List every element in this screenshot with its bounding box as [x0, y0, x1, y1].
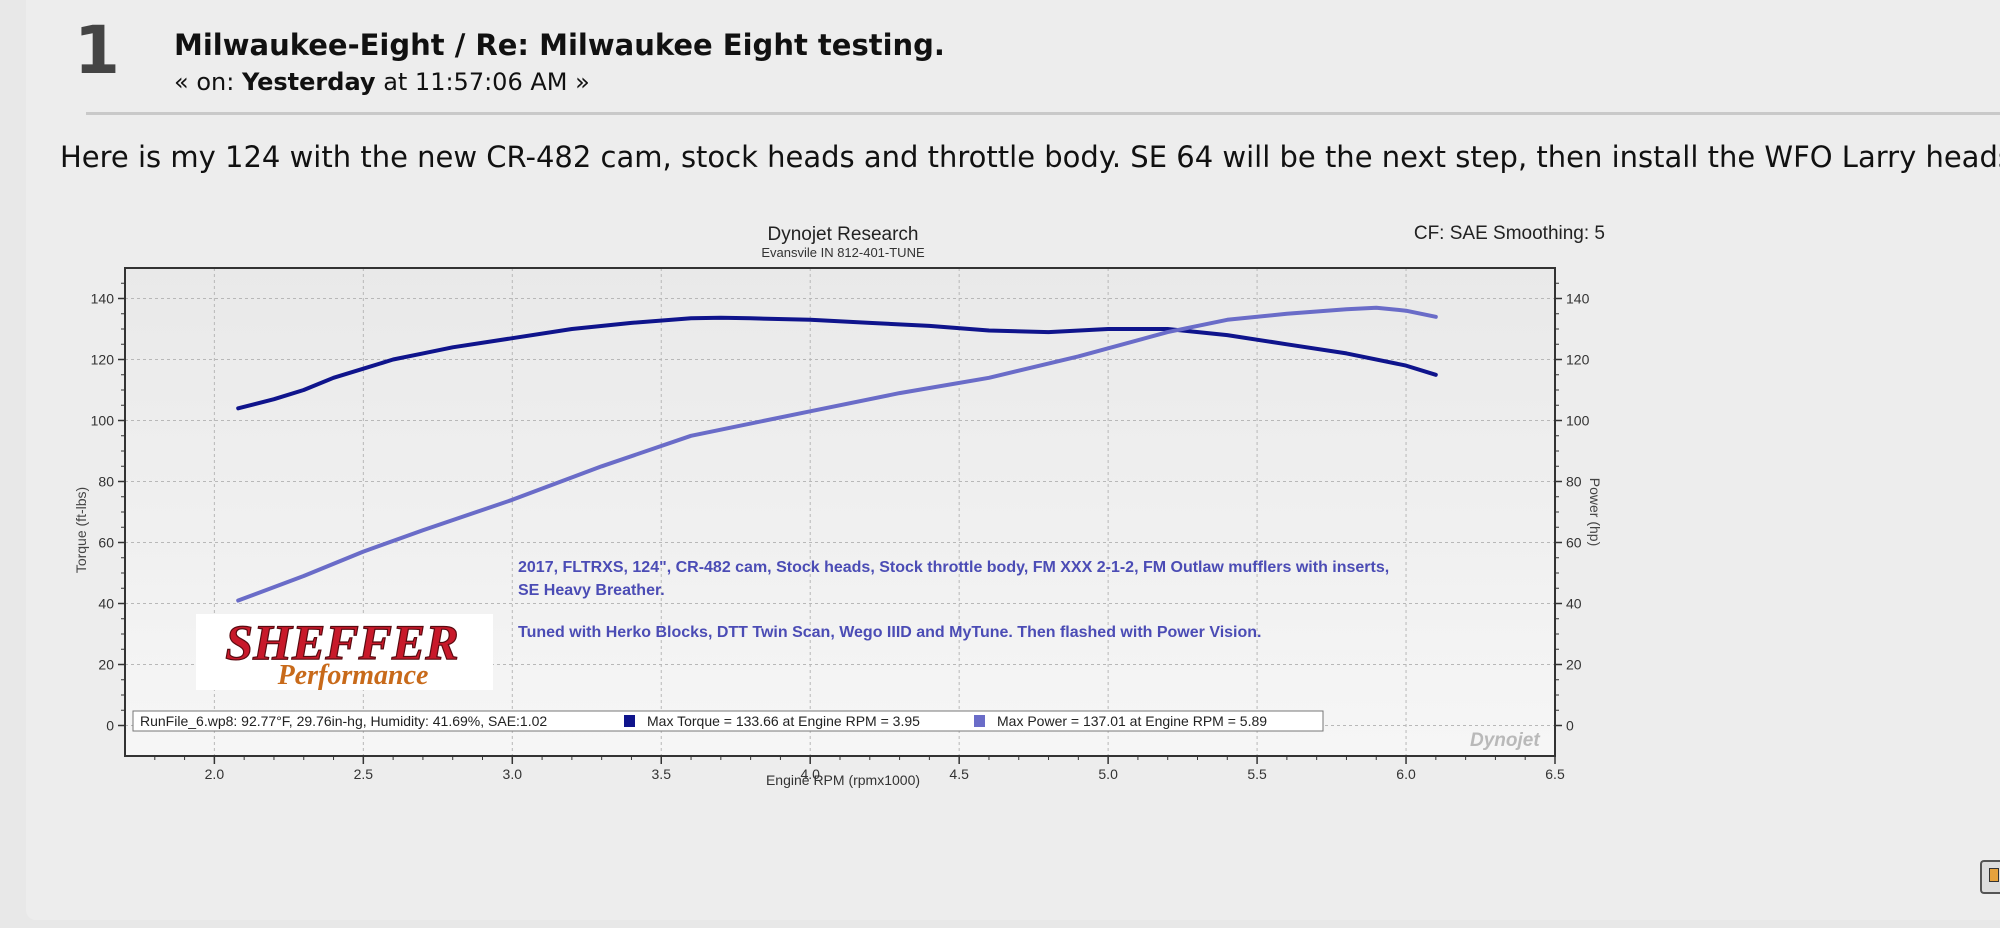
- y-right-tick-label: 40: [1566, 596, 1582, 612]
- scroll-icon: [1989, 868, 1999, 882]
- torque-series-line: [236, 315, 1438, 411]
- y-left-tick-label: 80: [98, 474, 114, 490]
- y-left-tick-label: 20: [98, 657, 114, 673]
- annotation-group: 2017, FLTRXS, 124", CR-482 cam, Stock he…: [518, 559, 1389, 641]
- axes: 2.0 2.5 3.0 3.5 4.0 4.5 5.0 5.5 6.0 6.5 0 0 20 20 40 40…: [91, 267, 1590, 782]
- logo-top-text: SHEFFER: [225, 614, 458, 670]
- divider: [86, 112, 2000, 115]
- dynojet-watermark: Dynojet: [1470, 730, 1540, 751]
- x-tick-label: 5.5: [1247, 766, 1267, 782]
- annotation-line-1: 2017, FLTRXS, 124", CR-482 cam, Stock he…: [518, 559, 1389, 576]
- post-body-text: Here is my 124 with the new CR-482 cam, …: [60, 140, 2000, 174]
- post-timestamp: « on: Yesterday at 11:57:06 AM »: [174, 68, 590, 96]
- y-right-tick-label: 80: [1566, 474, 1582, 490]
- power-series-line: [236, 305, 1438, 603]
- y-left-tick-label: 60: [98, 535, 114, 551]
- x-tick-label: 3.5: [652, 766, 672, 782]
- legend-power: Max Power = 137.01 at Engine RPM = 5.89: [997, 713, 1267, 729]
- scroll-to-top-button[interactable]: [1980, 860, 2000, 894]
- x-tick-label: 5.0: [1098, 766, 1118, 782]
- y-right-tick-label: 60: [1566, 535, 1582, 551]
- legend-power-swatch: [974, 715, 985, 727]
- y-left-tick-label: 140: [91, 291, 115, 307]
- meta-day: Yesterday: [241, 68, 376, 96]
- y-axis-right-label: Power (hp): [1587, 478, 1603, 546]
- legend-bar: RunFile_6.wp8: 92.77°F, 29.76in-hg, Humi…: [132, 710, 1324, 732]
- meta-prefix: « on:: [174, 68, 235, 96]
- y-right-tick-label: 120: [1566, 352, 1590, 368]
- x-tick-label: 3.0: [503, 766, 523, 782]
- post-title-link[interactable]: Milwaukee-Eight / Re: Milwaukee Eight te…: [174, 28, 945, 62]
- x-tick-label: 6.5: [1545, 766, 1565, 782]
- annotation-line-2: SE Heavy Breather.: [518, 582, 665, 599]
- dyno-chart-svg: 2.0 2.5 3.0 3.5 4.0 4.5 5.0 5.5 6.0 6.5 0 0 20 20 40 40…: [70, 210, 1615, 810]
- y-right-tick-label: 140: [1566, 291, 1590, 307]
- y-left-tick-label: 120: [91, 352, 115, 368]
- x-tick-label: 4.0: [800, 766, 820, 782]
- y-left-tick-label: 40: [98, 596, 114, 612]
- x-tick-label: 4.5: [949, 766, 969, 782]
- sheffer-logo: SHEFFER Performance: [196, 613, 493, 691]
- y-right-tick-label: 0: [1566, 718, 1574, 734]
- x-tick-label: 2.0: [205, 766, 225, 782]
- x-tick-label: 6.0: [1396, 766, 1416, 782]
- logo-background: [196, 614, 493, 690]
- legend-torque: Max Torque = 133.66 at Engine RPM = 3.95: [647, 713, 920, 729]
- x-tick-label: 2.5: [354, 766, 374, 782]
- legend-runfile: RunFile_6.wp8: 92.77°F, 29.76in-hg, Humi…: [140, 713, 547, 729]
- y-left-tick-label: 100: [91, 413, 115, 429]
- legend-box: [132, 710, 1324, 732]
- legend-torque-swatch: [624, 715, 635, 727]
- logo-bottom-text: Performance: [277, 660, 429, 691]
- chart-corner-text: CF: SAE Smoothing: 5: [1414, 223, 1605, 244]
- meta-time: at 11:57:06 AM »: [383, 68, 590, 96]
- dyno-chart: 2.0 2.5 3.0 3.5 4.0 4.5 5.0 5.5 6.0 6.5 0 0 20 20 40 40…: [70, 210, 1615, 810]
- y-right-tick-label: 20: [1566, 657, 1582, 673]
- post-number: 1: [74, 12, 120, 89]
- chart-title: Dynojet Research: [767, 224, 918, 245]
- x-axis-label: Engine RPM (rpmx1000): [766, 772, 920, 788]
- series-group: [236, 305, 1438, 603]
- chart-subtitle: Evansvile IN 812-401-TUNE: [761, 245, 925, 260]
- y-left-tick-label: 0: [106, 718, 114, 734]
- annotation-line-3: Tuned with Herko Blocks, DTT Twin Scan, …: [518, 624, 1261, 641]
- y-axis-left-label: Torque (ft-lbs): [73, 487, 89, 573]
- y-right-tick-label: 100: [1566, 413, 1590, 429]
